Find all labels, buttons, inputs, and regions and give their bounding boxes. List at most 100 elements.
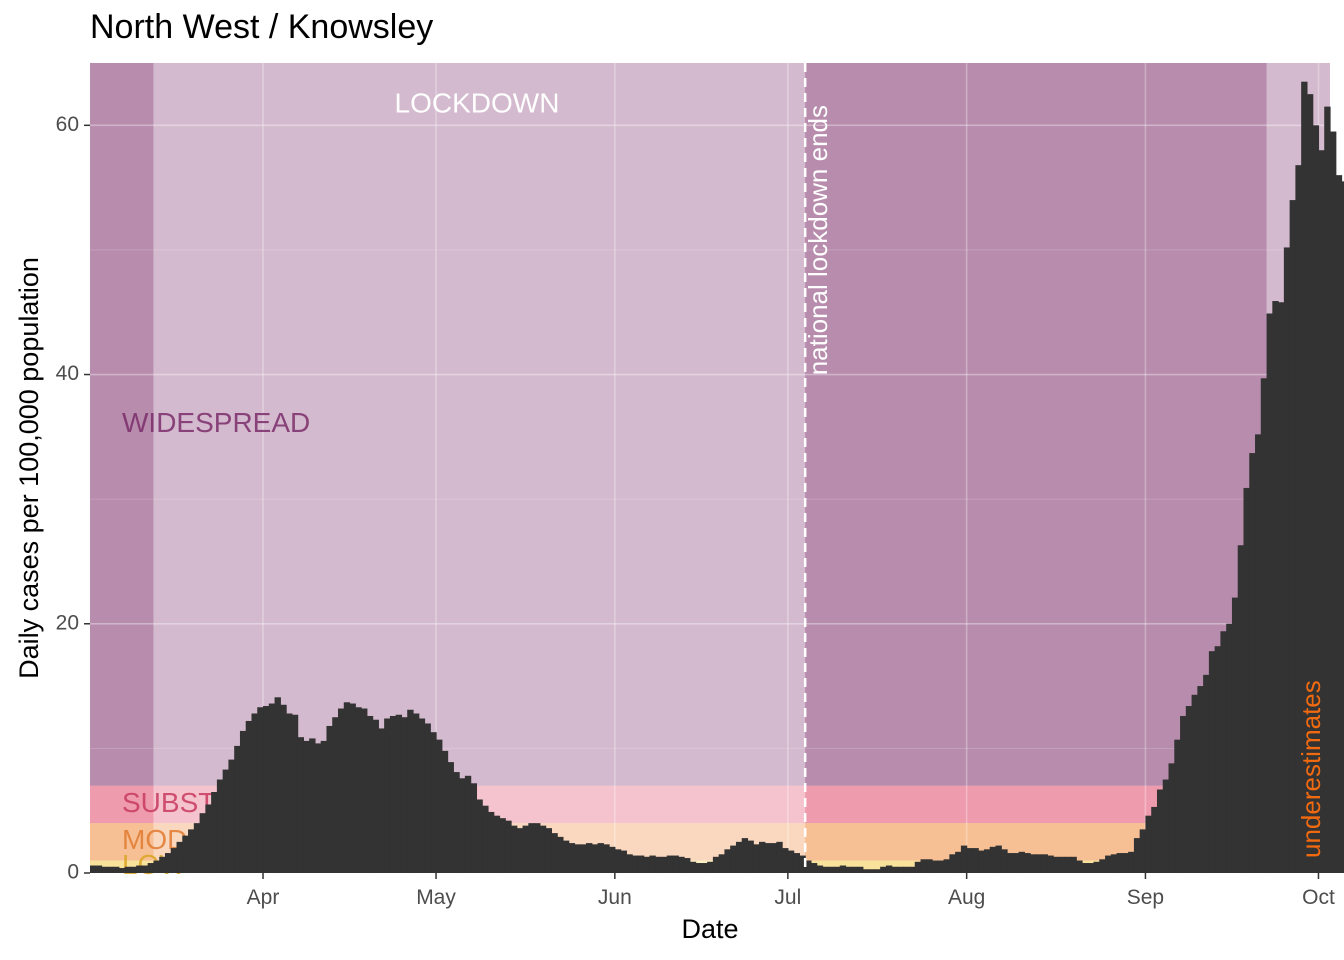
bar — [511, 825, 518, 873]
bar — [1139, 829, 1147, 873]
bar — [470, 783, 478, 873]
bar — [1226, 623, 1233, 873]
bar — [487, 811, 495, 873]
bar — [597, 843, 604, 873]
bar — [1283, 247, 1291, 873]
bar — [1168, 763, 1175, 873]
bar — [799, 855, 806, 873]
bar — [678, 856, 685, 873]
bar — [701, 863, 708, 873]
bar — [776, 841, 783, 873]
bar — [620, 850, 627, 873]
bar — [349, 703, 356, 873]
bar — [141, 865, 149, 873]
bar — [730, 845, 737, 873]
bar — [770, 843, 777, 873]
bar — [1151, 806, 1158, 873]
bar — [476, 799, 483, 873]
bar — [493, 815, 501, 873]
bar — [101, 866, 108, 873]
bar — [684, 858, 691, 873]
bar — [164, 853, 172, 873]
bar — [1007, 853, 1014, 873]
x-axis-title: Date — [681, 914, 738, 944]
gridlines — [90, 63, 1330, 873]
bar — [516, 828, 524, 873]
bar — [1064, 856, 1072, 873]
bar — [816, 865, 824, 873]
bar — [441, 750, 449, 873]
bar — [857, 866, 864, 873]
bar — [586, 843, 593, 873]
bar — [718, 854, 726, 873]
y-tick-label: 0 — [67, 861, 79, 884]
bar — [1162, 779, 1170, 873]
bar — [447, 762, 454, 873]
bar — [199, 813, 206, 873]
bar — [966, 848, 974, 873]
bar — [580, 844, 587, 873]
bar — [666, 855, 674, 873]
bar — [430, 732, 437, 873]
bar — [211, 792, 218, 873]
bar — [908, 866, 916, 873]
bar — [574, 844, 581, 873]
bar — [124, 866, 131, 873]
bar — [897, 866, 904, 873]
bar — [222, 769, 230, 873]
bar — [1295, 165, 1302, 873]
bar — [764, 843, 772, 873]
bar — [810, 863, 818, 873]
bar — [885, 865, 893, 873]
bar — [424, 723, 431, 873]
bar — [735, 841, 743, 873]
bar — [1278, 302, 1285, 873]
bar — [712, 856, 720, 873]
bar — [1001, 849, 1008, 873]
chart-title: North West / Knowsley — [90, 8, 434, 46]
bar — [880, 866, 887, 873]
bar — [372, 719, 379, 873]
bar — [176, 841, 183, 873]
bar — [297, 737, 304, 873]
bar — [482, 805, 489, 873]
bar — [972, 848, 979, 873]
bar — [136, 865, 143, 873]
bar — [1058, 856, 1066, 873]
bar — [787, 850, 795, 873]
bar — [1110, 854, 1118, 873]
bar — [747, 840, 754, 873]
bar — [118, 868, 126, 873]
bar — [193, 823, 201, 873]
bar — [603, 844, 610, 873]
bar — [263, 706, 270, 873]
bar — [528, 823, 535, 873]
bar — [1197, 686, 1204, 873]
bar — [914, 861, 922, 873]
bar — [1180, 715, 1187, 873]
x-tick-label: May — [416, 886, 456, 909]
bar — [591, 844, 599, 873]
y-axis-title: Daily cases per 100,000 population — [14, 257, 44, 679]
bar — [822, 866, 829, 873]
bar — [257, 707, 264, 873]
bar — [1191, 694, 1198, 873]
bar — [130, 866, 137, 873]
bar — [1289, 200, 1296, 873]
bar — [983, 849, 991, 873]
bar — [741, 838, 749, 873]
bar — [1174, 739, 1181, 873]
bar — [361, 708, 368, 873]
bar — [793, 853, 800, 873]
bar — [268, 703, 276, 873]
bar — [1122, 853, 1129, 873]
bar — [239, 730, 247, 873]
bar — [291, 714, 299, 873]
bar — [1070, 856, 1077, 873]
bar — [1214, 646, 1222, 873]
axes: 0 20 40 60 Apr May Jun Jul Aug Sep Oct Date Daily ca… — [14, 113, 1335, 944]
bar — [407, 709, 414, 873]
bar — [205, 804, 212, 873]
bar — [274, 697, 281, 873]
